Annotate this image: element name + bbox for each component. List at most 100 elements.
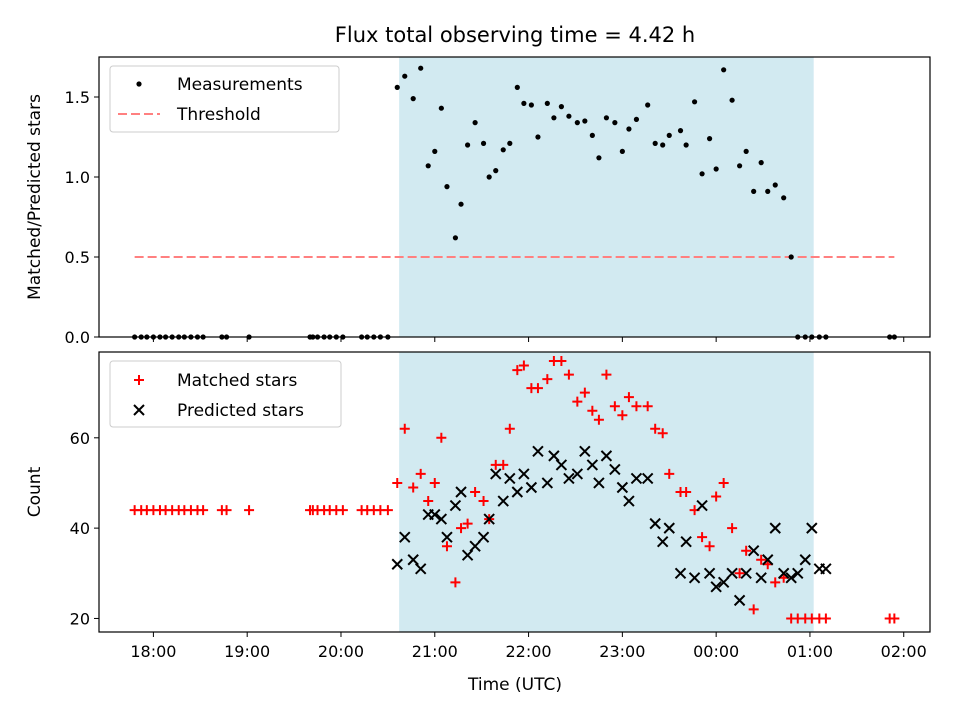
legend-label: Threshold [176, 105, 261, 125]
matched-star-point [727, 523, 738, 534]
predicted-star-point [785, 572, 797, 584]
predicted-star-point [641, 472, 654, 485]
measurement-point [772, 182, 778, 188]
chart-title: Flux total observing time = 4.42 h [335, 23, 695, 47]
observing-window-shade [399, 352, 814, 632]
predicted-star-point [504, 472, 516, 485]
measurement-point [551, 115, 557, 121]
x-tick-label: 02:00 [881, 642, 927, 661]
measurement-point [574, 120, 580, 126]
y-tick-label: 1.5 [65, 88, 90, 107]
measurement-point [514, 84, 520, 90]
predicted-star-point [710, 581, 722, 593]
predicted-star-point [609, 463, 621, 476]
observing-window-shade [399, 57, 814, 337]
matched-star-point [512, 365, 523, 376]
legend: Matched stars Predicted stars [109, 360, 342, 428]
matched-star-point [563, 369, 574, 380]
predicted-star-point [399, 531, 411, 543]
matched-star-point [198, 505, 209, 516]
y-tick-label: 0.0 [65, 328, 90, 347]
predicted-star-point [579, 445, 591, 458]
predicted-star-point [593, 477, 605, 489]
matched-star-point [617, 410, 628, 421]
predicted-star-point [435, 513, 448, 525]
matched-star-point [382, 505, 393, 516]
matched-star-point [704, 541, 715, 552]
matched-star-point [456, 523, 467, 534]
matched-star-point [601, 369, 612, 380]
predicted-star-point [740, 567, 752, 579]
matched-star-point [741, 545, 752, 556]
matched-star-point [478, 496, 489, 507]
measurement-point [486, 174, 492, 180]
x-axis-label: Time (UTC) [467, 675, 562, 695]
measurement-point [521, 100, 527, 106]
measurement-point [493, 168, 499, 174]
matched-star-point [423, 496, 434, 507]
x-tick-label: 01:00 [787, 642, 833, 661]
measurement-point [691, 99, 698, 105]
matched-star-point [498, 459, 509, 470]
predicted-star-point [449, 499, 462, 512]
plot-frame [98, 56, 931, 338]
measurement-point [737, 163, 743, 169]
measurement-point [480, 140, 487, 146]
predicted-star-point [649, 517, 661, 530]
measurement-point [528, 102, 534, 108]
matched-star-point [462, 518, 473, 529]
matched-star-point [337, 505, 348, 516]
y-tick-label: 20 [70, 609, 90, 628]
predicted-star-point [441, 531, 453, 543]
predicted-star-point [680, 535, 692, 548]
measurement-point [425, 163, 431, 169]
predicted-star-point [600, 450, 613, 462]
measurement-point [394, 84, 400, 90]
predicted-star-point [663, 522, 675, 534]
measurement-point [589, 132, 595, 138]
predicted-star-point [656, 535, 669, 548]
matched-star-point [756, 554, 767, 565]
y-tick-label: 0.5 [65, 248, 90, 267]
matched-star-point [579, 387, 590, 398]
measurement-point [612, 120, 618, 126]
measurement-point [500, 147, 506, 153]
matched-star-point [889, 613, 900, 624]
matched-star-point [221, 505, 232, 516]
predicted-star-point [777, 567, 790, 579]
predicted-star-point [586, 459, 599, 471]
measurement-point [743, 148, 749, 154]
measurement-point [699, 171, 705, 177]
predicted-star-point [455, 486, 467, 498]
matched-star-point [697, 532, 708, 543]
measurement-point [633, 116, 640, 122]
x-tick-label: 21:00 [412, 642, 458, 661]
measurement-point [626, 126, 632, 132]
predicted-star-point [429, 508, 441, 521]
plot-frame [98, 351, 931, 633]
measurement-point [619, 148, 625, 154]
predicted-star-point [555, 459, 568, 471]
measurement-point [603, 115, 610, 121]
y-axis-label: Count [25, 466, 45, 517]
matched-star-point [664, 468, 675, 479]
measurement-point [666, 132, 672, 138]
x-tick-label: 22:00 [506, 642, 552, 661]
matched-star-point [657, 428, 668, 439]
predicted-star-point [571, 468, 584, 480]
matched-star-point [518, 360, 529, 371]
measurement-point [410, 96, 416, 102]
measurement-point [458, 201, 464, 207]
legend-frame [109, 360, 342, 428]
matched-star-point [470, 487, 481, 497]
predicted-star-point [623, 495, 635, 507]
predicted-star-point [733, 594, 746, 607]
measurement-point [660, 142, 666, 148]
predicted-star-point [461, 549, 474, 561]
measurement-point [507, 140, 513, 146]
measurement-point [781, 195, 787, 201]
predicted-star-point [511, 486, 524, 498]
measurement-point [758, 160, 764, 166]
measurement-point [645, 102, 651, 108]
matched-star-point [408, 482, 419, 493]
